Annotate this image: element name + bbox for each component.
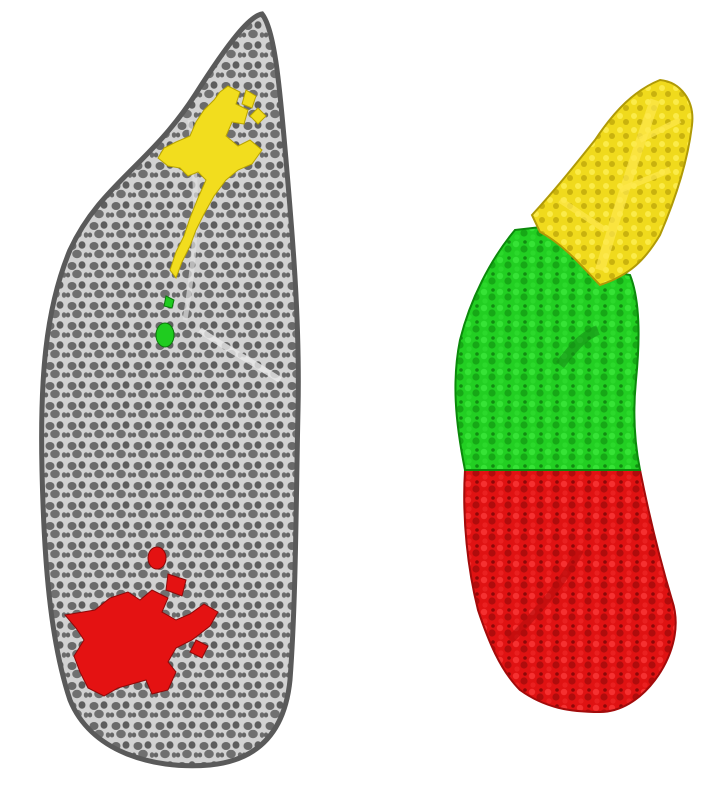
left-yellow-overlay [157, 85, 267, 280]
right-lung-rendering [454, 78, 694, 714]
right-red-segment [463, 469, 677, 714]
left-red-overlay [64, 546, 219, 697]
left-green-overlay [155, 295, 175, 348]
